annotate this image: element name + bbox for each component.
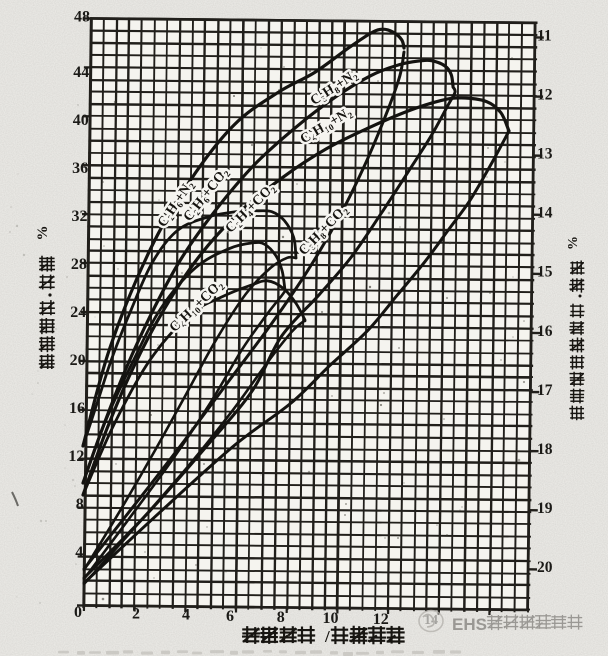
svg-text:2: 2 [132, 606, 140, 623]
svg-text:12: 12 [68, 448, 84, 465]
svg-text:20: 20 [70, 352, 86, 369]
svg-text:20: 20 [537, 559, 553, 576]
svg-text:16: 16 [537, 323, 553, 340]
svg-text:6: 6 [226, 608, 234, 625]
svg-text:EHS: EHS [452, 615, 487, 634]
svg-text:%: % [35, 226, 51, 241]
svg-text:18: 18 [537, 441, 553, 458]
svg-text:32: 32 [72, 208, 88, 225]
svg-text:8: 8 [277, 609, 285, 626]
svg-text:14: 14 [537, 205, 553, 222]
svg-text:17: 17 [537, 382, 553, 399]
svg-text:12: 12 [373, 611, 389, 628]
svg-text:15: 15 [537, 264, 553, 281]
svg-text:0: 0 [74, 604, 82, 621]
svg-text:8: 8 [76, 496, 84, 513]
svg-text:44: 44 [73, 64, 89, 81]
svg-text:4: 4 [75, 544, 83, 561]
svg-text:48: 48 [74, 9, 90, 26]
svg-text:19: 19 [537, 500, 553, 517]
svg-text:36: 36 [72, 160, 88, 177]
svg-text:/: / [324, 627, 330, 646]
svg-text:11: 11 [537, 28, 552, 45]
svg-text:24: 24 [70, 304, 86, 321]
svg-text:4: 4 [182, 607, 190, 624]
svg-text:13: 13 [537, 146, 553, 163]
svg-text:10: 10 [323, 610, 339, 627]
svg-text:%: % [566, 236, 581, 250]
svg-text:12: 12 [537, 87, 553, 104]
svg-text:40: 40 [73, 112, 89, 129]
svg-text:28: 28 [71, 256, 87, 273]
svg-text:16: 16 [69, 400, 85, 417]
